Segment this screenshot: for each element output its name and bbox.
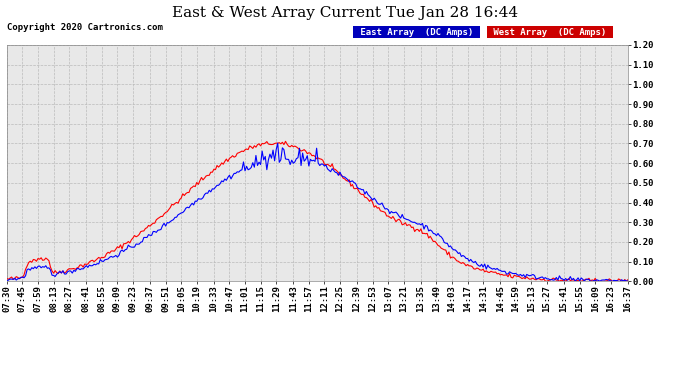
- Text: West Array  (DC Amps): West Array (DC Amps): [489, 28, 612, 37]
- Text: Copyright 2020 Cartronics.com: Copyright 2020 Cartronics.com: [7, 23, 163, 32]
- Text: East & West Array Current Tue Jan 28 16:44: East & West Array Current Tue Jan 28 16:…: [172, 6, 518, 20]
- Text: East Array  (DC Amps): East Array (DC Amps): [355, 28, 478, 37]
